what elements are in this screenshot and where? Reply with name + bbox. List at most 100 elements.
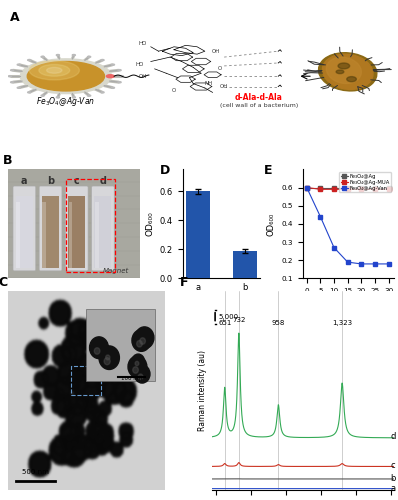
Fe₃O₄@Ag-Van (359, 261, 364, 267)
Circle shape (101, 92, 104, 93)
Circle shape (90, 337, 108, 358)
Text: a: a (390, 484, 396, 493)
Text: c: c (74, 176, 80, 186)
Circle shape (20, 59, 111, 94)
Ellipse shape (318, 52, 377, 91)
Circle shape (118, 82, 121, 83)
Circle shape (57, 54, 59, 56)
Fe₃O₄@Ag-MUA (359, 186, 364, 192)
Text: 100 nm: 100 nm (121, 376, 142, 382)
Text: b: b (47, 176, 54, 186)
Line: Fe₃O₄@Ag: Fe₃O₄@Ag (305, 186, 390, 189)
Bar (68, 202, 72, 268)
Fe₃O₄@Ag (304, 184, 309, 190)
Circle shape (111, 64, 115, 66)
Text: E: E (264, 164, 273, 177)
FancyBboxPatch shape (13, 186, 36, 271)
Text: d-Ala-d-Ala: d-Ala-d-Ala (235, 93, 283, 102)
Circle shape (27, 62, 105, 91)
Fe₃O₄@Ag-MUA (373, 186, 377, 192)
Fe₃O₄@Ag-Van (304, 184, 309, 190)
Text: O: O (218, 66, 222, 71)
Ellipse shape (322, 54, 373, 90)
Legend: Fe₃O₄@Ag, Fe₃O₄@Ag-MUA, Fe₃O₄@Ag-Van: Fe₃O₄@Ag, Fe₃O₄@Ag-MUA, Fe₃O₄@Ag-Van (339, 172, 391, 192)
Circle shape (17, 87, 20, 88)
Bar (16, 202, 20, 268)
Bar (186, 191, 211, 278)
Circle shape (72, 54, 75, 56)
Circle shape (106, 74, 114, 78)
Fe₃O₄@Ag (386, 184, 391, 190)
Text: OH: OH (139, 74, 147, 78)
Circle shape (47, 68, 62, 73)
Line: Fe₃O₄@Ag-MUA: Fe₃O₄@Ag-MUA (305, 186, 390, 191)
Text: 500 nm: 500 nm (22, 468, 49, 474)
Circle shape (88, 95, 91, 96)
Text: 732: 732 (232, 317, 246, 323)
Circle shape (94, 348, 100, 354)
Fe₃O₄@Ag-MUA (386, 186, 391, 192)
FancyBboxPatch shape (65, 186, 88, 271)
Text: Fe$_3$O$_4$@Ag-Van: Fe$_3$O$_4$@Ag-Van (36, 95, 96, 108)
Text: (cell wall of a bacterium): (cell wall of a bacterium) (220, 103, 298, 108)
Fe₃O₄@Ag-Van (332, 244, 336, 250)
Bar (16, 196, 33, 268)
Circle shape (138, 374, 143, 380)
Fe₃O₄@Ag-Van (373, 261, 377, 267)
Text: d: d (100, 176, 106, 186)
Circle shape (111, 87, 115, 88)
Text: D: D (160, 164, 170, 177)
Text: F: F (179, 276, 188, 288)
Fe₃O₄@Ag (332, 184, 336, 190)
Circle shape (57, 96, 59, 98)
Bar (42, 202, 46, 268)
Circle shape (132, 354, 144, 368)
Text: 1,323: 1,323 (332, 320, 352, 326)
Fe₃O₄@Ag (345, 184, 350, 190)
Circle shape (105, 355, 110, 360)
Circle shape (104, 358, 110, 365)
Text: Magnet: Magnet (103, 268, 129, 274)
Circle shape (11, 82, 14, 83)
Text: A: A (10, 12, 20, 24)
Circle shape (135, 362, 139, 366)
Text: OH: OH (220, 84, 228, 89)
Circle shape (72, 96, 75, 98)
Fe₃O₄@Ag-MUA (345, 186, 350, 192)
Bar (68, 196, 85, 268)
FancyBboxPatch shape (39, 186, 62, 271)
Circle shape (132, 330, 151, 351)
Fe₃O₄@Ag-MUA (304, 184, 309, 190)
Y-axis label: OD₆₀₀: OD₆₀₀ (267, 212, 276, 236)
Ellipse shape (326, 57, 361, 84)
Text: B: B (3, 154, 12, 167)
Fe₃O₄@Ag (373, 184, 377, 190)
Text: C: C (0, 276, 8, 288)
FancyBboxPatch shape (92, 186, 114, 271)
Circle shape (102, 347, 116, 363)
Fe₃O₄@Ag-Van (386, 261, 391, 267)
Fe₃O₄@Ag-Van (345, 259, 350, 265)
Circle shape (39, 64, 70, 76)
Bar (94, 196, 111, 268)
Text: d: d (390, 432, 396, 441)
Circle shape (29, 61, 79, 80)
Y-axis label: OD₆₀₀: OD₆₀₀ (145, 212, 154, 236)
Circle shape (135, 327, 154, 348)
Circle shape (118, 70, 121, 71)
Circle shape (28, 92, 31, 93)
Circle shape (128, 356, 147, 378)
Ellipse shape (336, 70, 344, 73)
Circle shape (137, 340, 142, 347)
Fe₃O₄@Ag-Van (318, 214, 323, 220)
Fe₃O₄@Ag (359, 184, 364, 190)
Fe₃O₄@Ag-MUA (318, 186, 323, 192)
Bar (42, 196, 59, 268)
Circle shape (88, 56, 91, 58)
Text: a: a (21, 176, 27, 186)
Circle shape (41, 56, 44, 58)
Ellipse shape (347, 76, 356, 82)
Circle shape (133, 367, 139, 374)
Circle shape (11, 70, 14, 71)
Circle shape (17, 64, 20, 66)
